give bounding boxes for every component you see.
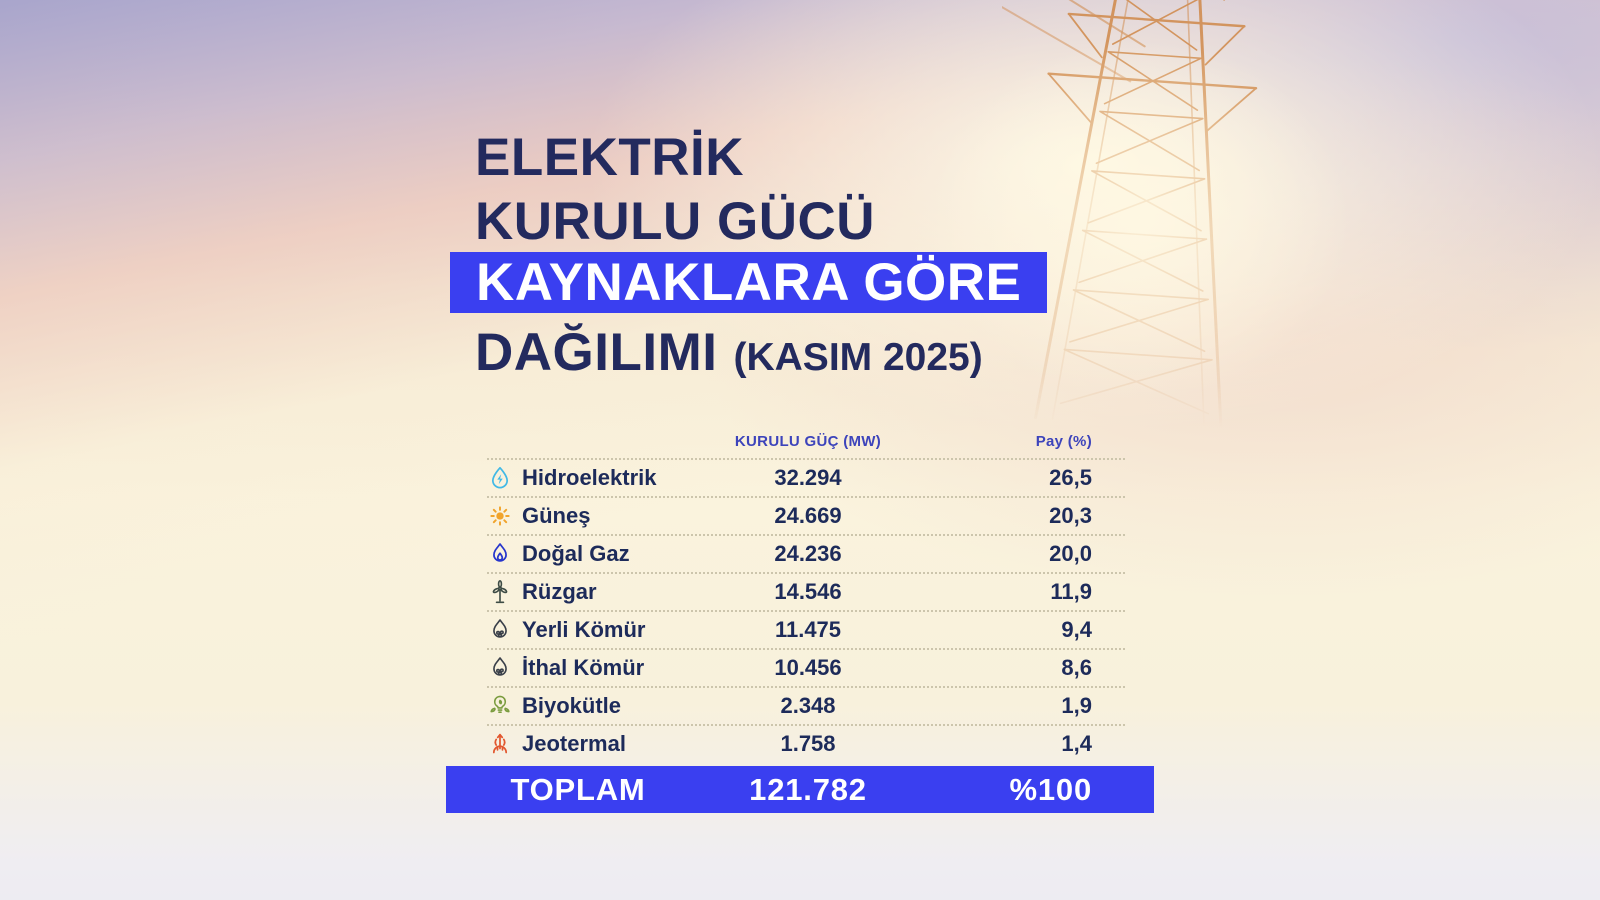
share-value: 11,9 xyxy=(1050,579,1092,604)
table-row: Doğal Gaz 24.236 20,0 xyxy=(487,534,1125,572)
source-label: Biyokütle xyxy=(522,693,622,718)
source-label: Doğal Gaz xyxy=(522,541,630,566)
coal-flame-icon xyxy=(487,655,513,681)
title-line-4-main: DAĞILIMI xyxy=(475,323,718,382)
share-value: 26,5 xyxy=(1049,465,1092,490)
table-rows: Hidroelektrik 32.294 26,5 Güneş 24.669 2… xyxy=(487,458,1125,762)
table-row: Yerli Kömür 11.475 9,4 xyxy=(487,610,1125,648)
share-value: 9,4 xyxy=(1061,617,1092,642)
sun-glow xyxy=(930,40,1350,400)
capacity-value: 14.546 xyxy=(774,579,842,604)
share-value: 8,6 xyxy=(1061,655,1092,680)
source-label: Yerli Kömür xyxy=(522,617,646,642)
title-line-4: DAĞILIMI (KASIM 2025) xyxy=(475,326,983,379)
total-bar: TOPLAM 121.782 %100 xyxy=(446,766,1154,813)
share-value: 20,3 xyxy=(1049,503,1092,528)
capacity-value: 2.348 xyxy=(780,693,836,718)
source-label: İthal Kömür xyxy=(522,655,645,680)
table-row: Hidroelektrik 32.294 26,5 xyxy=(487,458,1125,496)
sun-icon xyxy=(487,503,513,529)
total-label: TOPLAM xyxy=(510,771,646,807)
table-row: Biyokütle 2.348 1,9 xyxy=(487,686,1125,724)
share-value: 20,0 xyxy=(1049,541,1092,566)
title-line-1: ELEKTRİK xyxy=(475,128,744,187)
capacity-value: 10.456 xyxy=(774,655,842,680)
gas-flame-icon xyxy=(487,541,513,567)
share-value: 1,4 xyxy=(1061,731,1092,756)
title-highlight-text: KAYNAKLARA GÖRE xyxy=(476,253,1022,312)
capacity-value: 1.758 xyxy=(780,731,836,756)
title-highlight-bar: KAYNAKLARA GÖRE xyxy=(450,252,1048,313)
total-share-value: %100 xyxy=(1009,771,1092,807)
title-date: (KASIM 2025) xyxy=(733,336,983,379)
table-row: Jeotermal 1.758 1,4 xyxy=(487,724,1125,762)
share-value: 1,9 xyxy=(1061,693,1092,718)
table-header-row: KURULU GÜÇ (MW) Pay (%) xyxy=(487,422,1125,458)
capacity-value: 11.475 xyxy=(774,617,842,642)
wind-turbine-icon xyxy=(487,579,513,605)
title-line-2: KURULU GÜCÜ xyxy=(475,192,876,251)
capacity-value: 24.669 xyxy=(774,503,842,528)
table-row: Rüzgar 14.546 11,9 xyxy=(487,572,1125,610)
biomass-bulb-icon xyxy=(487,693,513,719)
source-label: Rüzgar xyxy=(522,579,597,604)
hydro-drop-bolt-icon xyxy=(487,465,513,491)
capacity-value: 32.294 xyxy=(774,465,842,490)
coal-flame-icon xyxy=(487,617,513,643)
capacity-value: 24.236 xyxy=(774,541,842,566)
table-row: İthal Kömür 10.456 8,6 xyxy=(487,648,1125,686)
source-label: Güneş xyxy=(522,503,591,528)
header-share: Pay (%) xyxy=(1035,433,1092,450)
capacity-table: KURULU GÜÇ (MW) Pay (%) Hidroelektrik 32… xyxy=(487,422,1125,762)
table-row: Güneş 24.669 20,3 xyxy=(487,496,1125,534)
header-capacity: KURULU GÜÇ (MW) xyxy=(734,433,882,450)
total-capacity-value: 121.782 xyxy=(749,771,867,807)
source-label: Jeotermal xyxy=(522,731,626,756)
source-label: Hidroelektrik xyxy=(522,465,657,490)
geothermal-icon xyxy=(487,731,513,757)
